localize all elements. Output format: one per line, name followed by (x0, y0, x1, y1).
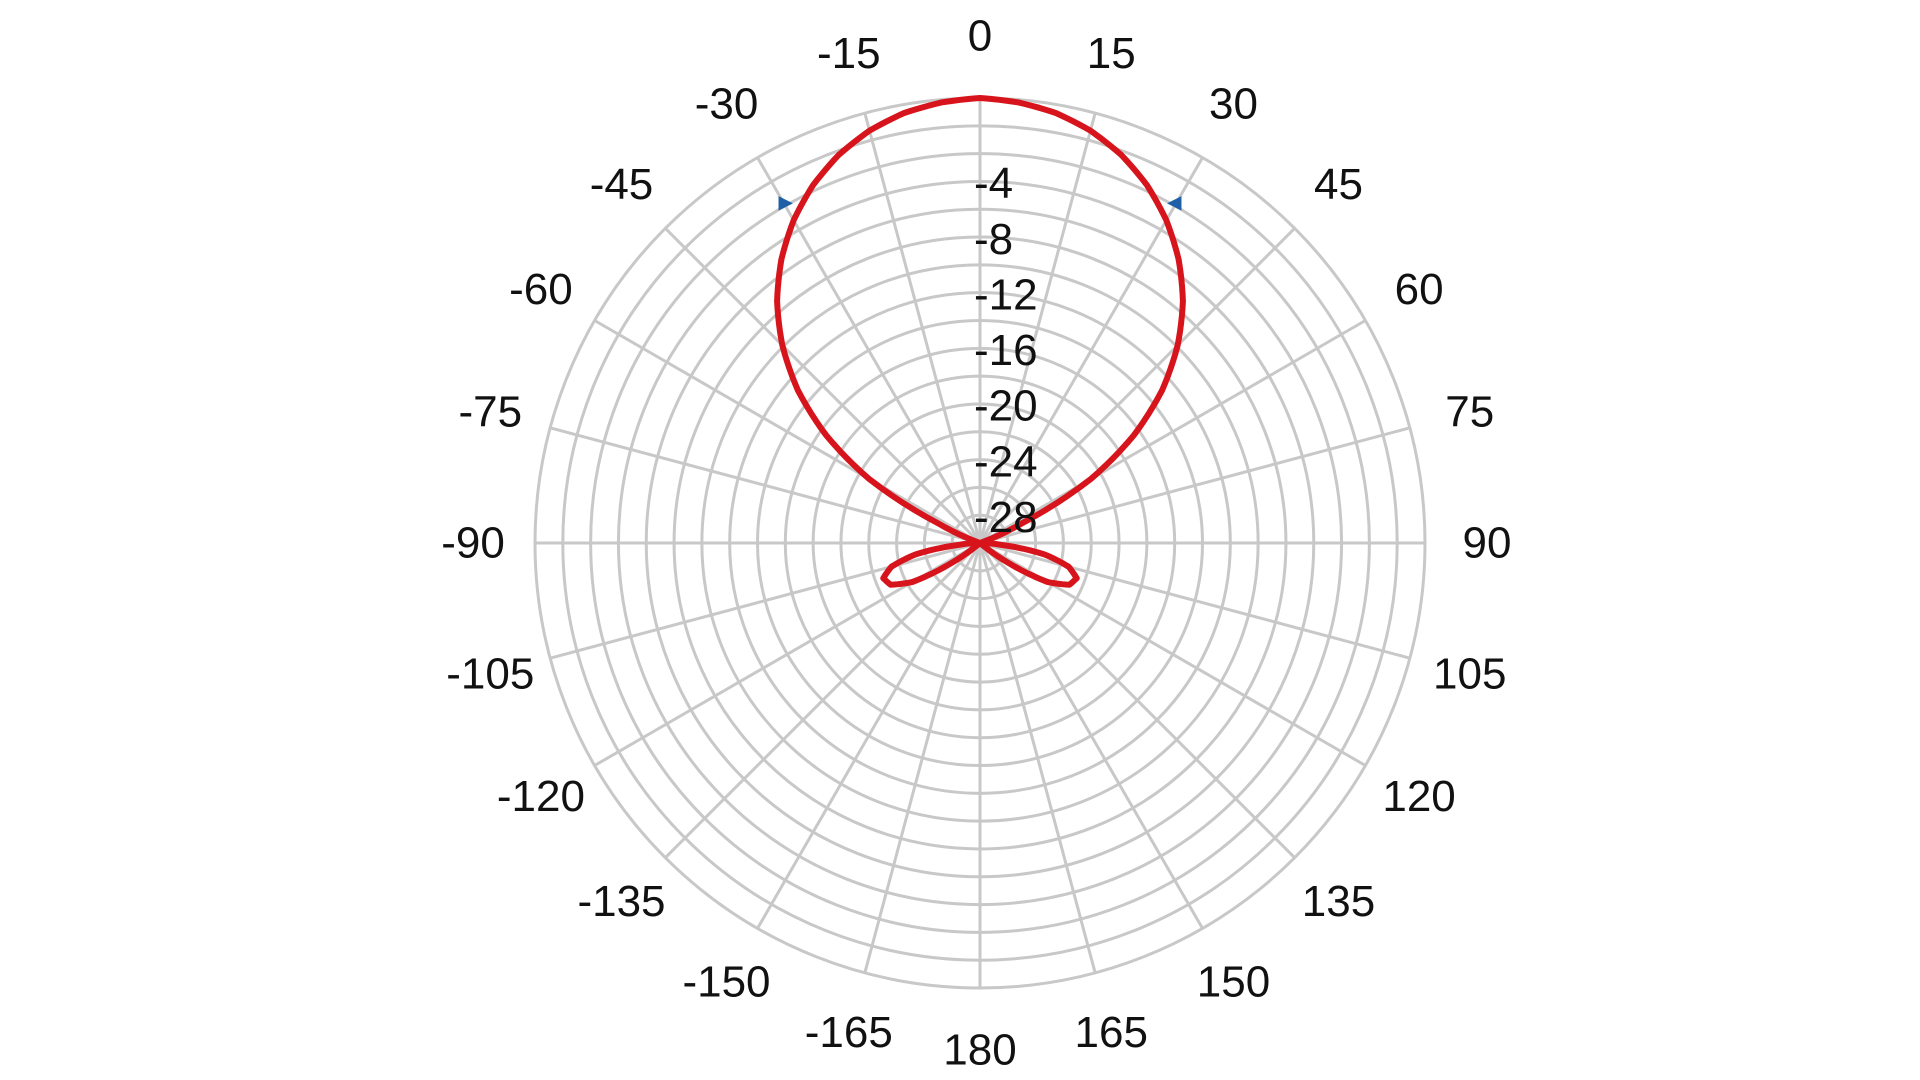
angle-tick-label: -135 (577, 877, 665, 926)
grid-spoke (549, 541, 981, 660)
angle-labels: 0 153045607590105120135150165180-165-150-… (441, 12, 1511, 1075)
grid-spoke (978, 541, 1296, 859)
angle-tick-label: 15 (1087, 29, 1136, 78)
angle-tick-label: -150 (682, 958, 770, 1007)
angle-tick-label: -75 (458, 387, 522, 436)
angle-tick-label: 30 (1209, 79, 1258, 128)
angle-tick-label: 60 (1395, 265, 1444, 314)
grid-spoke (593, 319, 981, 545)
grid-spoke (978, 542, 1204, 930)
grid-spoke (549, 426, 981, 545)
angle-tick-label: 0 (968, 12, 992, 61)
angle-tick-label: 90 (1463, 519, 1512, 568)
marker-triangle (778, 196, 793, 211)
grid-spoke (979, 541, 1411, 660)
angle-tick-label: -90 (441, 519, 505, 568)
series-layer (774, 95, 1186, 588)
grid (533, 96, 1427, 990)
grid-spoke (863, 112, 982, 544)
pattern-series-line (774, 95, 1186, 588)
angle-tick-label: -30 (695, 79, 759, 128)
grid-spoke (664, 227, 982, 545)
grid-spoke (756, 542, 982, 930)
angle-tick-label: 150 (1197, 958, 1270, 1007)
angle-tick-label: 120 (1382, 772, 1455, 821)
angle-tick-label: -45 (590, 160, 654, 209)
angle-tick-label: -60 (509, 265, 573, 314)
grid-spoke (979, 426, 1411, 545)
angle-tick-label: -15 (817, 29, 881, 78)
grid-spoke (979, 319, 1367, 545)
angle-tick-label: 165 (1075, 1008, 1148, 1057)
radial-tick-label: -12 (974, 270, 1038, 319)
marker-triangle (1167, 196, 1182, 211)
grid-spoke (664, 541, 982, 859)
angle-tick-label: 180 (943, 1026, 1016, 1075)
grid-spoke (978, 112, 1097, 544)
angle-tick-label: -105 (446, 650, 534, 699)
grid-spoke (978, 542, 1097, 974)
angle-tick-label: 135 (1302, 877, 1375, 926)
angle-tick-label: 105 (1433, 650, 1506, 699)
angle-tick-label: 45 (1314, 160, 1363, 209)
marker-layer (778, 196, 1182, 211)
angle-tick-label: -165 (805, 1008, 893, 1057)
grid-spoke (978, 227, 1296, 545)
radial-labels: -4 -8 -12 -16 -20 -24 -28 (974, 159, 1038, 542)
angle-tick-label: -120 (497, 772, 585, 821)
radial-tick-label: -8 (974, 215, 1013, 264)
angle-tick-label: 75 (1445, 387, 1494, 436)
radial-tick-label: -4 (974, 159, 1013, 208)
radial-tick-label: -28 (974, 493, 1038, 542)
radial-tick-label: -20 (974, 382, 1038, 431)
radial-tick-label: -24 (974, 437, 1038, 486)
radial-tick-label: -16 (974, 326, 1038, 375)
grid-spoke (863, 542, 982, 974)
